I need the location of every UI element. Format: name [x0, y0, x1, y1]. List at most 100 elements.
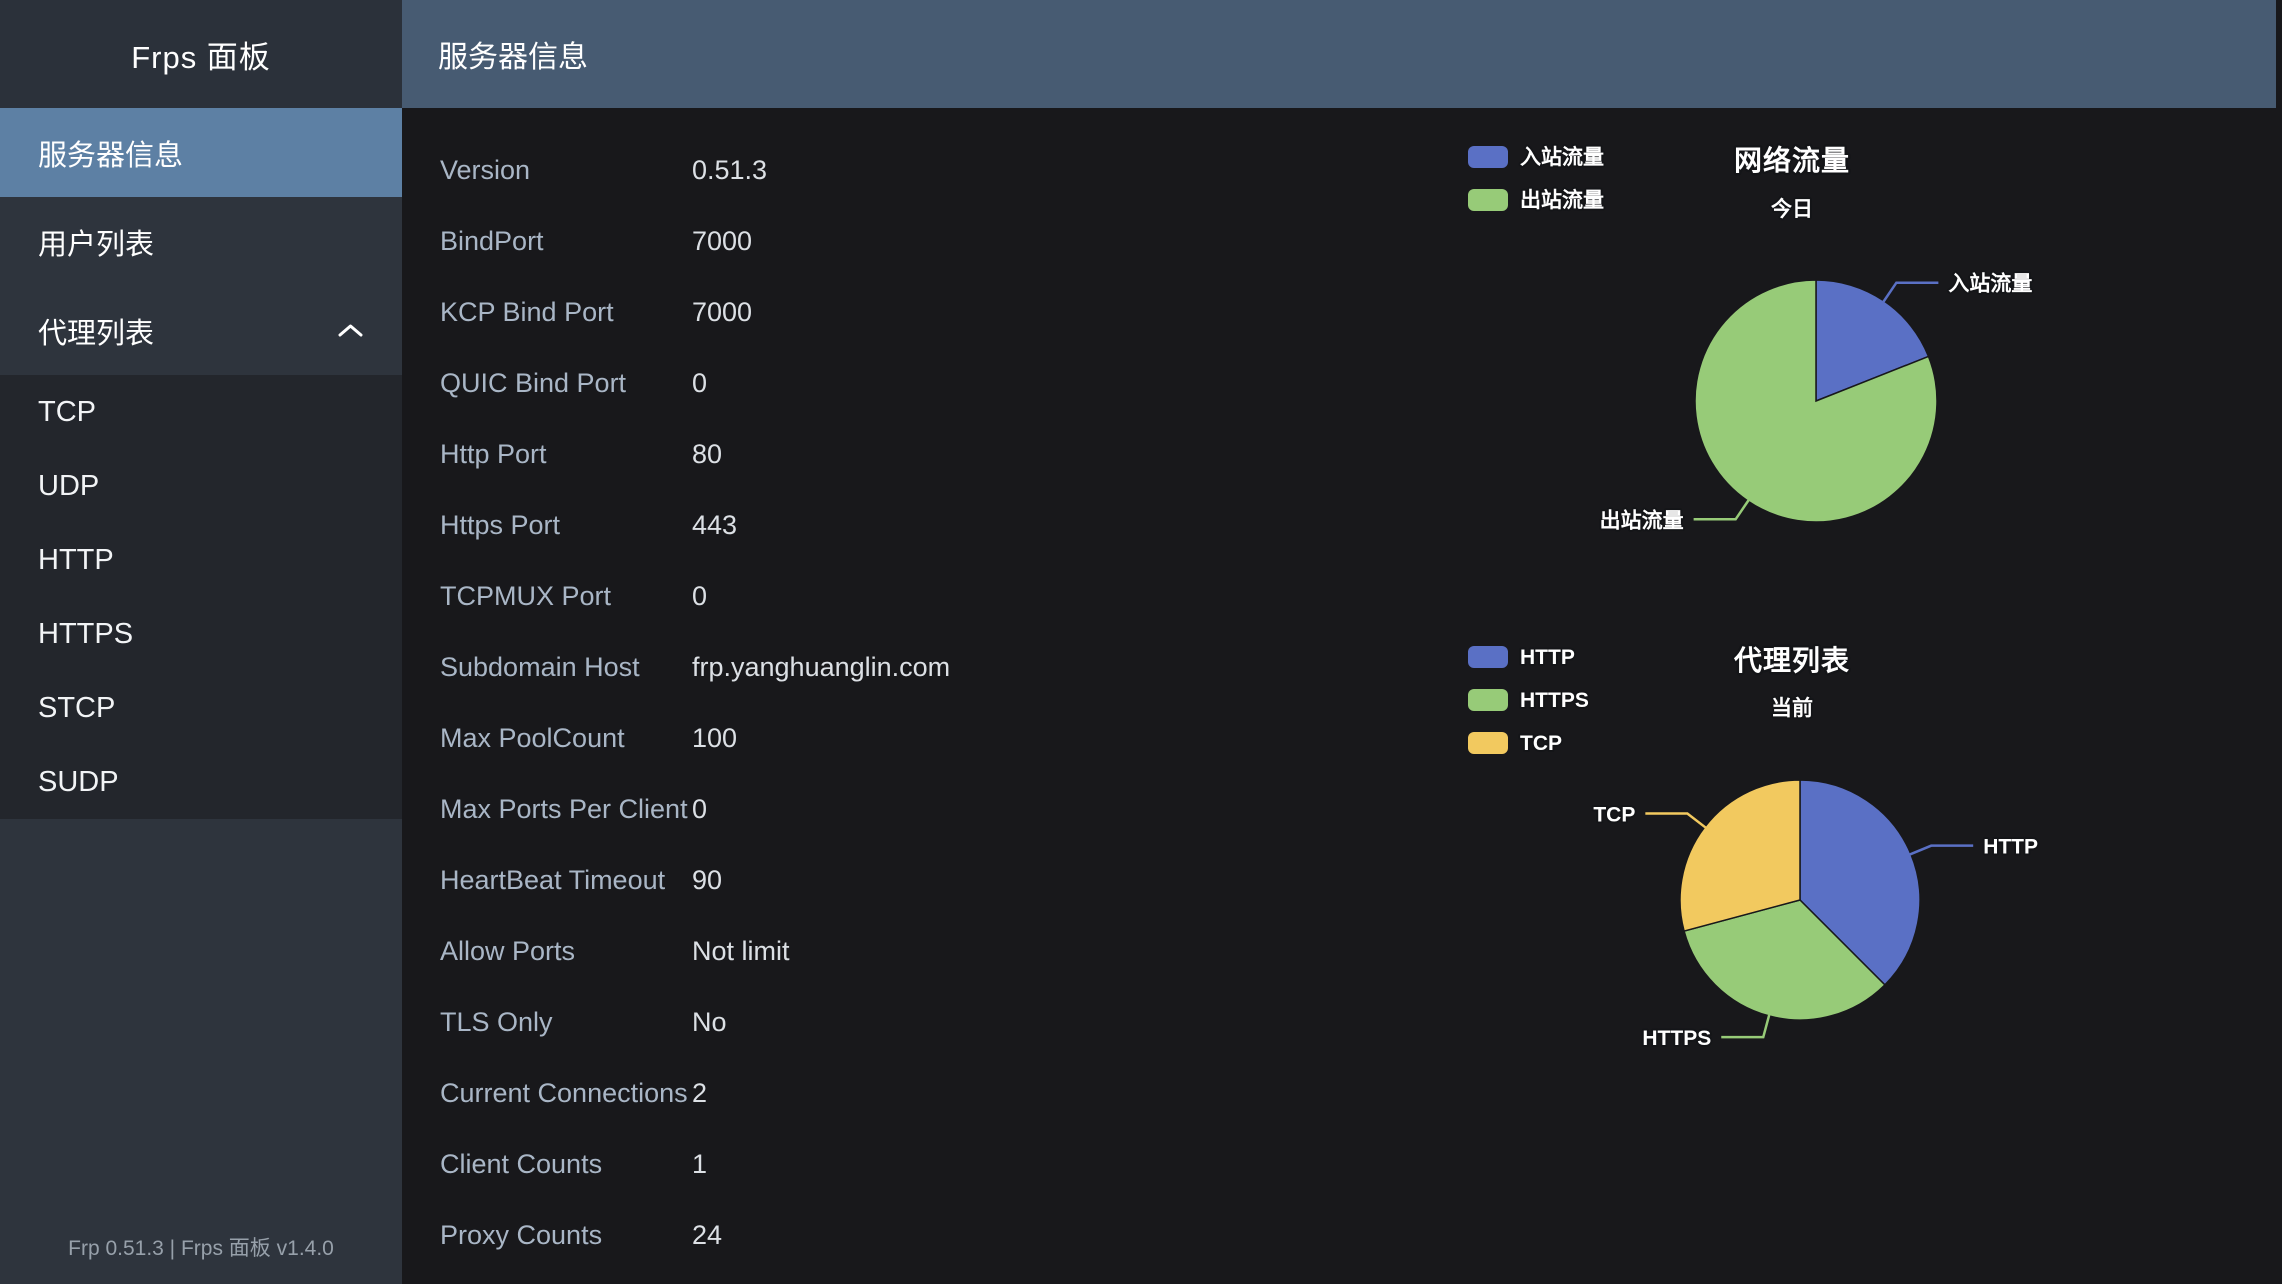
- sidebar-subitem-label: SUDP: [38, 765, 119, 798]
- sidebar-item-label: 服务器信息: [38, 139, 184, 172]
- row-value: 90: [692, 865, 723, 895]
- row-value: 443: [692, 510, 738, 540]
- sidebar-item-label: 用户列表: [38, 228, 155, 261]
- row-label: BindPort: [440, 226, 544, 256]
- pie-label-line-HTTPS: [1721, 1014, 1771, 1039]
- pie-label-line-TCP: [1645, 812, 1707, 829]
- sidebar-subitem-5[interactable]: SUDP: [0, 745, 402, 819]
- pie-label-HTTPS: HTTPS: [1642, 1027, 1711, 1050]
- app-title: Frps 面板: [0, 0, 402, 108]
- pie-label-line-HTTP: [1909, 844, 1974, 856]
- sidebar: Frps 面板 服务器信息用户列表代理列表 TCP UDP HTTP HTTPS STC…: [0, 0, 402, 1284]
- legend-swatch: [1468, 189, 1508, 211]
- row-label: Version: [440, 155, 531, 185]
- legend-swatch: [1468, 732, 1508, 754]
- table-row: TLS Only No: [402, 987, 1442, 1058]
- row-label: HeartBeat Timeout: [440, 865, 666, 895]
- table-row: Allow Ports Not limit: [402, 916, 1442, 987]
- chart-subtitle: 今日: [1771, 197, 1813, 221]
- sidebar-subitem-label: TCP: [38, 395, 96, 428]
- row-label: TLS Only: [440, 1007, 553, 1037]
- server-info-panel: Version 0.51.3 BindPort 7000 KCP Bind Port 70…: [402, 108, 1442, 1271]
- sidebar-menu-top: 服务器信息用户列表代理列表: [0, 108, 402, 375]
- row-label: Allow Ports: [440, 936, 576, 966]
- row-label: TCPMUX Port: [440, 581, 612, 611]
- chevron-up-icon: [337, 323, 364, 339]
- legend-item-出站流量[interactable]: 出站流量: [1468, 186, 1606, 214]
- row-value: 0.51.3: [692, 155, 768, 185]
- row-value: 0: [692, 581, 708, 611]
- table-row: Version 0.51.3: [402, 135, 1442, 206]
- page-title: 服务器信息: [438, 41, 588, 74]
- table-row: Current Connections 2: [402, 1058, 1442, 1129]
- table-row: QUIC Bind Port 0: [402, 348, 1442, 419]
- table-row: BindPort 7000: [402, 206, 1442, 277]
- table-row: Client Counts 1: [402, 1129, 1442, 1200]
- table-row: Subdomain Host frp.yanghuanglin.com: [402, 632, 1442, 703]
- legend-item-入站流量[interactable]: 入站流量: [1468, 143, 1606, 171]
- sidebar-item-1[interactable]: 用户列表: [0, 197, 402, 286]
- legend-label: HTTPS: [1520, 689, 1589, 712]
- row-label: Current Connections: [440, 1078, 688, 1108]
- row-label: Max PoolCount: [440, 723, 625, 753]
- row-value: 1: [692, 1149, 708, 1179]
- row-label: QUIC Bind Port: [440, 368, 627, 398]
- row-value: frp.yanghuanglin.com: [692, 652, 951, 682]
- sidebar-subitem-0[interactable]: TCP: [0, 375, 402, 449]
- legend-label: TCP: [1520, 732, 1562, 755]
- table-row: TCPMUX Port 0: [402, 561, 1442, 632]
- pie-label-入站流量: 入站流量: [1948, 272, 2032, 296]
- sidebar-item-0[interactable]: 服务器信息: [0, 108, 402, 197]
- legend-item-TCP[interactable]: TCP: [1468, 730, 1564, 757]
- row-value: 24: [692, 1220, 723, 1250]
- chart-subtitle: 当前: [1771, 696, 1813, 720]
- table-row: Proxy Counts 24: [402, 1200, 1442, 1271]
- chart-title: 网络流量: [1734, 144, 1850, 176]
- pie-label-TCP: TCP: [1593, 804, 1635, 827]
- row-label: Subdomain Host: [440, 652, 640, 682]
- pie-label-HTTP: HTTP: [1983, 836, 2038, 859]
- sidebar-item-2[interactable]: 代理列表: [0, 286, 402, 375]
- row-label: KCP Bind Port: [440, 297, 614, 327]
- sidebar-subitem-3[interactable]: HTTPS: [0, 597, 402, 671]
- row-value: 0: [692, 368, 708, 398]
- row-label: Proxy Counts: [440, 1220, 603, 1250]
- legend-swatch: [1468, 146, 1508, 168]
- legend-swatch: [1468, 689, 1508, 711]
- legend-label: 入站流量: [1520, 145, 1604, 169]
- row-label: Http Port: [440, 439, 547, 469]
- table-row: HeartBeat Timeout 90: [402, 845, 1442, 916]
- sidebar-menu: 服务器信息用户列表代理列表 TCP UDP HTTP HTTPS STCP SUDP: [0, 108, 402, 819]
- table-row: KCP Bind Port 7000: [402, 277, 1442, 348]
- row-value: No: [692, 1007, 727, 1037]
- pie-label-出站流量: 出站流量: [1600, 508, 1684, 532]
- row-value: Not limit: [692, 936, 790, 966]
- pie-label-line-入站流量: [1882, 281, 1939, 303]
- sidebar-subitem-4[interactable]: STCP: [0, 671, 402, 745]
- row-value: 7000: [692, 226, 753, 256]
- sidebar-subitem-label: STCP: [38, 691, 116, 724]
- legend-item-HTTP[interactable]: HTTP: [1468, 644, 1577, 671]
- sidebar-subitem-2[interactable]: HTTP: [0, 523, 402, 597]
- row-label: Client Counts: [440, 1149, 603, 1179]
- sidebar-subitem-label: HTTP: [38, 543, 114, 576]
- row-value: 100: [692, 723, 738, 753]
- sidebar-footer-version: Frp 0.51.3 | Frps 面板 v1.4.0: [68, 1237, 334, 1260]
- sidebar-item-label: 代理列表: [38, 317, 155, 350]
- row-value: 80: [692, 439, 723, 469]
- row-label: Https Port: [440, 510, 561, 540]
- sidebar-subitem-1[interactable]: UDP: [0, 449, 402, 523]
- chart-title: 代理列表: [1733, 645, 1850, 676]
- row-value: 2: [692, 1078, 708, 1108]
- table-row: Https Port 443: [402, 490, 1442, 561]
- pie-label-line-出站流量: [1693, 499, 1750, 521]
- row-value: 0: [692, 794, 708, 824]
- table-row: Max PoolCount 100: [402, 703, 1442, 774]
- row-label: Max Ports Per Client: [440, 794, 688, 824]
- page-header: 服务器信息: [402, 0, 2276, 108]
- legend-item-HTTPS[interactable]: HTTPS: [1468, 687, 1591, 714]
- sidebar-subitem-label: HTTPS: [38, 617, 134, 650]
